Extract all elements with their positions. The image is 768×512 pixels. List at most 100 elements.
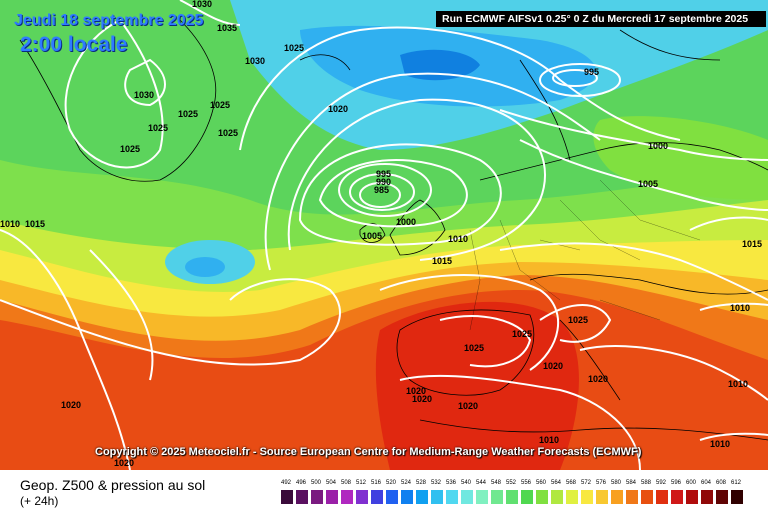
- scale-tick-label: 600: [685, 480, 696, 486]
- isobar-1020-south: [399, 374, 641, 470]
- scale-tick-label: 556: [520, 480, 531, 486]
- isobar-label: 1025: [568, 315, 588, 325]
- scale-tick-label: 524: [400, 480, 411, 486]
- isobar-label: 1010: [728, 379, 748, 389]
- isobar-label: 1010: [730, 303, 750, 313]
- scale-tick-label: 504: [325, 480, 336, 486]
- scale-swatch: [386, 490, 398, 504]
- isobar-1015-atl: [89, 249, 154, 381]
- scale-swatch: [326, 490, 338, 504]
- isobar-1015-west: [0, 229, 131, 470]
- isobar-label: 990: [376, 177, 391, 187]
- scale-tick-label: 512: [355, 480, 366, 486]
- isobar-label: 1030: [134, 90, 154, 100]
- scale-swatch: [356, 490, 368, 504]
- isobar-label: 1030: [245, 56, 265, 66]
- scale-tick-label: 540: [460, 480, 471, 486]
- scale-tick-label: 544: [475, 480, 486, 486]
- scale-tick-label: 548: [490, 480, 501, 486]
- isobar-label: 1020: [114, 458, 134, 468]
- scale-tick-label: 552: [505, 480, 516, 486]
- isobar-1035: [179, 0, 241, 26]
- scale-swatch: [491, 490, 503, 504]
- isobar-label: 1020: [458, 401, 478, 411]
- scale-tick-label: 520: [385, 480, 396, 486]
- scale-swatch: [521, 490, 533, 504]
- isobar-labels: 1030 1035 1030 1030 1025 1025 1025 1025 …: [0, 0, 762, 468]
- isobar-1010-south: [699, 432, 768, 441]
- scale-swatch: [551, 490, 563, 504]
- isobar-1010-se: [699, 302, 768, 311]
- isobar-label: 1010: [539, 435, 559, 445]
- isobar-label: 1025: [148, 123, 168, 133]
- scale-tick-label: 576: [595, 480, 606, 486]
- isobar-label: 985: [374, 185, 389, 195]
- isobar-1025-greenland: [64, 18, 164, 169]
- isobar-label: 1015: [742, 239, 762, 249]
- isobar-label: 1000: [648, 141, 668, 151]
- scale-tick-label: 516: [370, 480, 381, 486]
- isobar-label: 1020: [543, 361, 563, 371]
- scale-tick-label: 604: [700, 480, 711, 486]
- isobar-label: 1010: [0, 219, 20, 229]
- isobar-label: 995: [376, 169, 391, 179]
- isobar-1005: [298, 143, 502, 246]
- isobar-label: 1020: [588, 374, 608, 384]
- isobar-label: 1015: [25, 219, 45, 229]
- isobar-1010: [287, 98, 546, 261]
- isobar-label: 1015: [432, 256, 452, 266]
- isobar-label: 1005: [362, 231, 382, 241]
- isobar-995: [338, 163, 432, 217]
- isobar-label: 995: [584, 67, 599, 77]
- isobar-label: 1025: [464, 343, 484, 353]
- scale-tick-label: 608: [715, 480, 726, 486]
- footer: [0, 470, 768, 512]
- scale-swatch: [341, 490, 353, 504]
- scale-swatch: [566, 490, 578, 504]
- forecast-step: (+ 24h): [20, 494, 59, 508]
- map-title: Geop. Z500 & pression au sol: [20, 477, 206, 493]
- scale-tick-label: 612: [730, 480, 741, 486]
- scale-tick-label: 508: [340, 480, 351, 486]
- forecast-time: 2:00 locale: [20, 33, 128, 56]
- isobar-label: 1035: [217, 23, 237, 33]
- scale-swatch: [626, 490, 638, 504]
- scale-swatch: [296, 490, 308, 504]
- scale-swatch: [461, 490, 473, 504]
- scale-tick-label: 564: [550, 480, 561, 486]
- scale-swatch: [581, 490, 593, 504]
- zone-green-east: [593, 116, 768, 200]
- scale-swatch: [476, 490, 488, 504]
- isobar-label: 1025: [120, 144, 140, 154]
- isobar-1000-east: [499, 109, 768, 161]
- scale-swatch: [731, 490, 743, 504]
- scale-swatch: [656, 490, 668, 504]
- isobar-1025-iberia: [439, 315, 532, 368]
- weather-map: 1030 1035 1030 1030 1025 1025 1025 1025 …: [0, 0, 768, 470]
- isobar-1000: [318, 159, 468, 228]
- zone-blue-low: [185, 257, 225, 277]
- scale-swatch: [716, 490, 728, 504]
- scale-tick-label: 532: [430, 480, 441, 486]
- scale-swatch: [611, 490, 623, 504]
- scale-swatch: [416, 490, 428, 504]
- scale-tick-label: 500: [310, 480, 321, 486]
- borders: [469, 179, 701, 331]
- zone-deep-blue: [400, 49, 480, 81]
- isobar-1010-east: [499, 242, 768, 301]
- scale-swatch: [671, 490, 683, 504]
- scale-swatch: [431, 490, 443, 504]
- scale-tick-label: 592: [655, 480, 666, 486]
- isobar-1020-italy: [579, 345, 768, 401]
- isobar-label: 1025: [178, 109, 198, 119]
- isobar-label: 1025: [512, 329, 532, 339]
- isobar-label: 1025: [218, 128, 238, 138]
- isobar-1020: [239, 26, 681, 151]
- scale-swatch: [281, 490, 293, 504]
- isobar-1020-atlantic: [0, 278, 341, 366]
- isobar-label: 1010: [710, 439, 730, 449]
- isobar-1025-france: [379, 274, 559, 371]
- isobar-label: 1000: [396, 217, 416, 227]
- isobars: [0, 0, 768, 470]
- scale-tick-label: 560: [535, 480, 546, 486]
